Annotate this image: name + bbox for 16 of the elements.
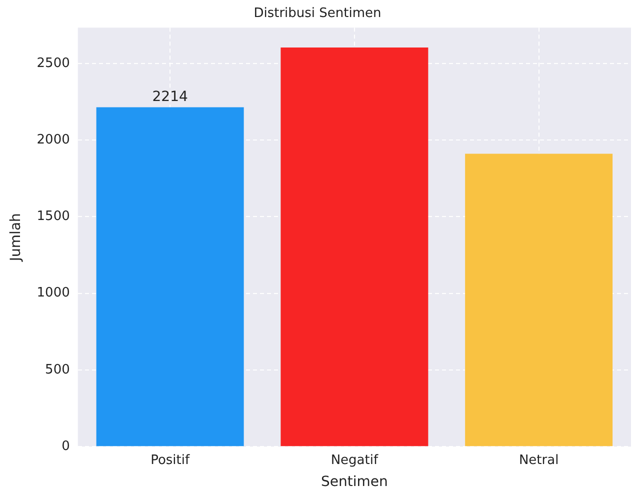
x-tick-label: Negatif [330, 452, 378, 468]
y-tick-label: 1500 [36, 209, 70, 224]
bar [465, 154, 613, 446]
x-tick-label: Netral [518, 452, 559, 468]
y-tick-label: 500 [45, 362, 70, 378]
data-label: 2214 [152, 88, 188, 105]
x-axis-title: Sentimen [320, 474, 388, 490]
chart-title: Distribusi Sentimen [254, 6, 382, 22]
y-axis-title: Jumlah [8, 213, 24, 262]
bar [280, 48, 428, 446]
bar [96, 107, 244, 446]
y-tick-label: 1000 [36, 286, 70, 301]
x-tick-label: Positif [150, 452, 190, 468]
y-tick-label: 2000 [36, 132, 70, 148]
y-tick-label: 0 [62, 438, 70, 454]
y-tick-label: 2500 [36, 56, 70, 71]
